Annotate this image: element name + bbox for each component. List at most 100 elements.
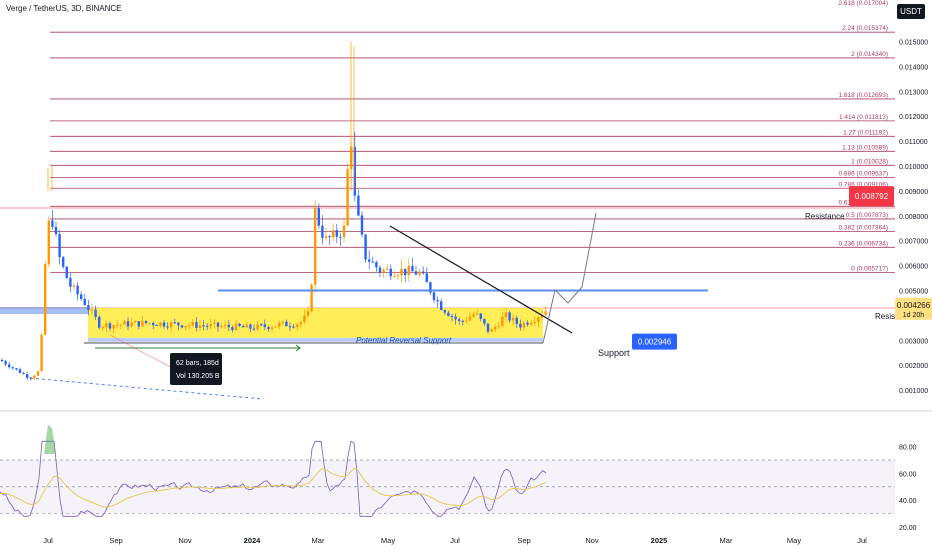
candle xyxy=(245,321,248,328)
rsi-tick-label: 40.00 xyxy=(899,498,917,505)
candle-body xyxy=(198,325,202,328)
candle-body xyxy=(364,234,367,260)
candle-body xyxy=(537,317,540,322)
price-badge-value: 0.002946 xyxy=(638,338,672,347)
candle xyxy=(105,321,108,333)
candle xyxy=(468,311,472,322)
candle xyxy=(90,303,94,316)
candle xyxy=(447,310,450,317)
candles xyxy=(0,41,547,381)
rsi-overbought-fill xyxy=(44,425,56,454)
candle-body xyxy=(148,322,151,324)
candle xyxy=(321,215,324,245)
candle xyxy=(299,320,302,328)
y-tick-label: 0.002000 xyxy=(899,363,928,370)
candle-body xyxy=(357,195,360,216)
candle-body xyxy=(8,364,11,368)
price-badge-bg xyxy=(895,297,932,320)
candle xyxy=(126,317,130,331)
candle-body xyxy=(476,313,479,315)
y-tick-label: 0.013000 xyxy=(899,89,928,96)
candle xyxy=(134,320,137,323)
candle xyxy=(407,258,410,282)
candle xyxy=(195,317,198,332)
candle xyxy=(15,367,18,371)
candle xyxy=(0,358,4,362)
candle-body xyxy=(162,322,166,327)
candle xyxy=(389,264,392,281)
candle-body xyxy=(378,267,382,273)
candle-body xyxy=(220,326,223,328)
range-measure-arrow xyxy=(295,344,301,352)
candle xyxy=(440,298,443,311)
candle xyxy=(328,234,331,245)
candle-body xyxy=(458,319,461,321)
y-tick-label: 0.003000 xyxy=(899,338,928,345)
candle xyxy=(40,332,43,372)
candle-body xyxy=(209,323,212,327)
candle xyxy=(411,257,414,272)
candle-body xyxy=(522,322,526,328)
x-tick-label: May xyxy=(381,536,395,545)
candle-body xyxy=(90,309,94,311)
candle-body xyxy=(310,284,313,312)
y-tick-label: 0.015000 xyxy=(899,40,928,47)
price-badge-bg xyxy=(849,186,894,207)
candle xyxy=(404,268,407,283)
candle-body xyxy=(335,230,338,237)
candle-body xyxy=(126,321,130,327)
candle xyxy=(281,321,284,326)
y-tick-label: 0.006000 xyxy=(899,264,928,271)
candle-body xyxy=(432,292,436,300)
candle xyxy=(292,323,295,329)
candle-body xyxy=(112,325,115,329)
candle-body xyxy=(195,322,198,328)
candle xyxy=(508,310,511,323)
candle xyxy=(162,319,166,329)
y-tick-label: 0.010000 xyxy=(899,164,928,171)
candle xyxy=(386,264,389,271)
candle-body xyxy=(213,322,216,324)
x-tick-label: Jul xyxy=(450,536,460,545)
candle xyxy=(47,216,50,268)
candle-body xyxy=(278,323,281,327)
candle xyxy=(159,321,162,329)
candle xyxy=(137,321,140,330)
candle xyxy=(87,300,90,316)
rsi-tick-label: 80.00 xyxy=(899,445,917,452)
candle xyxy=(270,325,274,332)
candle xyxy=(400,260,403,283)
candle xyxy=(256,320,259,332)
x-tick-label: May xyxy=(787,536,801,545)
candle-body xyxy=(166,326,169,328)
price-badge-value: 0.008792 xyxy=(855,192,889,201)
downtrend-line xyxy=(389,225,573,334)
candle xyxy=(368,250,371,270)
candle xyxy=(94,305,97,321)
candle-body xyxy=(375,262,378,268)
candle-body xyxy=(321,225,324,238)
candle xyxy=(450,314,454,322)
candle xyxy=(80,291,83,301)
candle-body xyxy=(407,266,410,276)
candle-body xyxy=(80,294,83,299)
candle xyxy=(364,233,367,263)
candle-body xyxy=(87,305,90,310)
currency-button[interactable]: USDT xyxy=(897,4,925,19)
price-badge-countdown: 1d 20h xyxy=(903,312,925,319)
candle-body xyxy=(436,299,439,302)
range-info-volume: Vol 130.205 B xyxy=(176,373,220,380)
candle xyxy=(202,320,205,331)
candle xyxy=(393,271,396,278)
candle-body xyxy=(386,268,389,270)
candle-body xyxy=(490,329,493,332)
candle xyxy=(382,267,385,278)
fib-label: 0.5 (0.007873) xyxy=(846,212,888,219)
y-tick-label: 0.012000 xyxy=(899,114,928,121)
candle xyxy=(173,318,176,325)
x-tick-label: 2025 xyxy=(651,536,668,545)
candle xyxy=(36,370,40,377)
candle-body xyxy=(105,323,108,328)
